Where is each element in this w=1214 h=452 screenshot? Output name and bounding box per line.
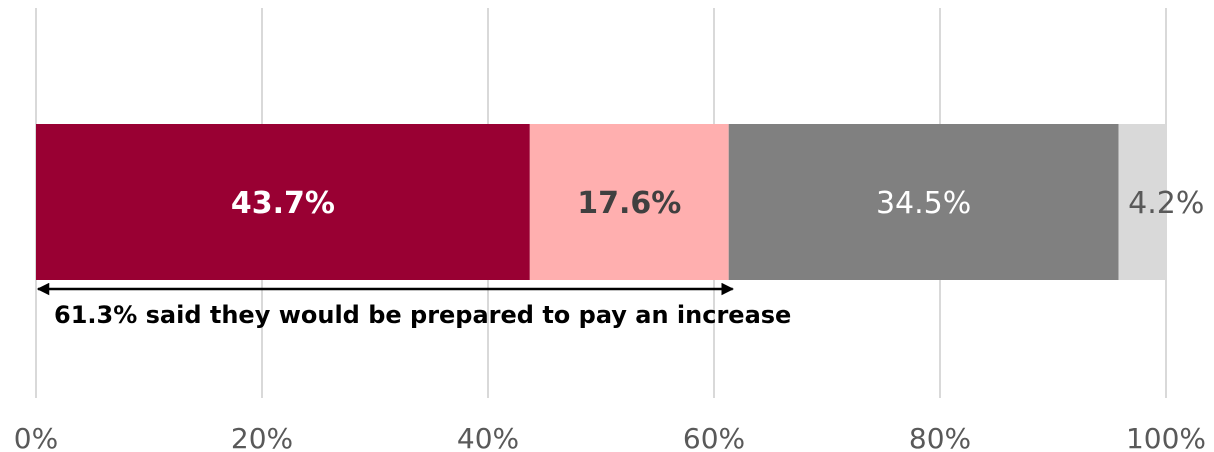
data-labels: 43.7% 17.6% 34.5% 4.2%	[231, 186, 1205, 221]
x-tick-label: 60%	[683, 422, 745, 452]
annotation-text: 61.3% said they would be prepared to pay…	[54, 301, 791, 329]
bar	[36, 124, 1166, 280]
x-tick-label: 100%	[1126, 422, 1206, 452]
x-axis-tick-labels: 0% 20% 40% 60% 80% 100%	[14, 422, 1206, 452]
bar-segment	[36, 124, 530, 280]
x-tick-label: 40%	[457, 422, 519, 452]
data-label: 17.6%	[577, 186, 681, 221]
x-tick-label: 80%	[909, 422, 971, 452]
data-label: 4.2%	[1128, 186, 1204, 221]
bar-segment	[1118, 124, 1166, 280]
bar-segment	[728, 124, 1119, 280]
annotation: 61.3% said they would be prepared to pay…	[36, 282, 791, 329]
data-label: 34.5%	[876, 186, 971, 221]
bar-segment	[529, 124, 729, 280]
x-tick-label: 0%	[14, 422, 58, 452]
data-label: 43.7%	[231, 186, 335, 221]
x-tick-label: 20%	[231, 422, 293, 452]
